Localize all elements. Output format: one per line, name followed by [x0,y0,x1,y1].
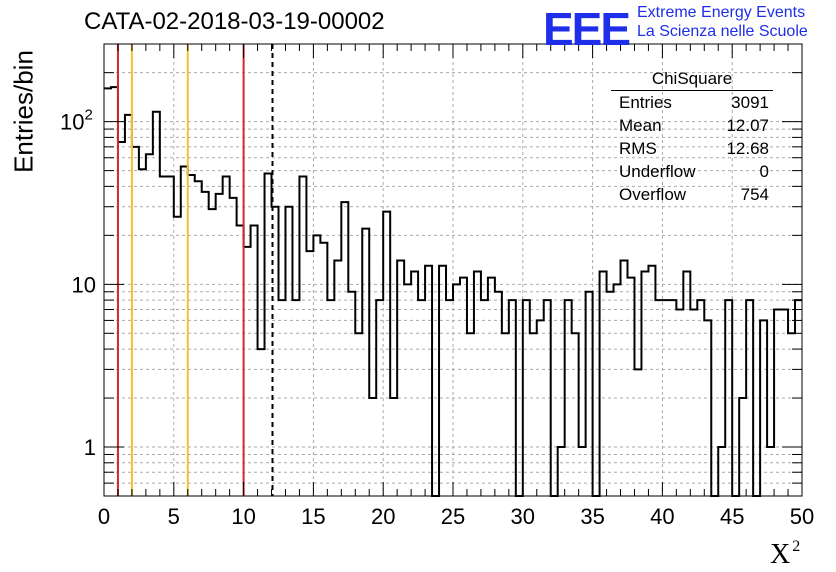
chart-title: CATA-02-2018-03-19-00002 [84,8,385,35]
stats-row-overflow: Overflow 754 [611,183,773,206]
stats-value: 754 [740,185,769,204]
x-tick-label: 50 [790,504,814,529]
y-axis-label: Entries/bin [8,50,39,173]
logo-line-1: Extreme Energy Events [637,4,806,21]
stats-label: Mean [619,116,662,135]
stats-row-rms: RMS 12.68 [611,137,773,160]
stats-row-underflow: Underflow 0 [611,160,773,183]
x-tick-label: 25 [441,504,465,529]
y-tick-exponent: 2 [84,107,92,124]
stats-row-entries: Entries 3091 [611,91,773,114]
x-tick-label: 5 [168,504,180,529]
stats-label: Entries [619,93,672,112]
x-tick-label: 15 [301,504,325,529]
stats-label: Underflow [619,162,696,181]
stats-value: 0 [759,162,769,181]
stats-label: RMS [619,139,657,158]
histogram-line [104,86,802,497]
x-axis-label-base: X [770,539,791,570]
x-axis-label-superscript: 2 [792,538,801,555]
logo-line-2: La Scienza nelle Scuole [637,23,808,40]
x-tick-label: 20 [371,504,395,529]
stats-label: Overflow [619,185,687,204]
stats-title: ChiSquare [611,68,773,91]
x-tick-label: 40 [650,504,674,529]
y-tick-base: 10 [60,110,84,135]
x-tick-label: 0 [98,504,110,529]
stats-value: 12.68 [726,139,769,158]
y-tick-label: 10 [72,272,96,297]
eee-logo: EEE [543,3,631,55]
x-tick-label: 30 [511,504,535,529]
x-tick-label: 35 [580,504,604,529]
stats-value: 12.07 [726,116,769,135]
stats-box: ChiSquare Entries 3091 Mean 12.07 RMS 12… [611,68,773,206]
x-tick-label: 10 [231,504,255,529]
stats-value: 3091 [731,93,769,112]
y-tick-label: 1 [84,435,96,460]
stats-row-mean: Mean 12.07 [611,114,773,137]
x-tick-label: 45 [720,504,744,529]
y-tick-label: 102 [60,107,93,135]
